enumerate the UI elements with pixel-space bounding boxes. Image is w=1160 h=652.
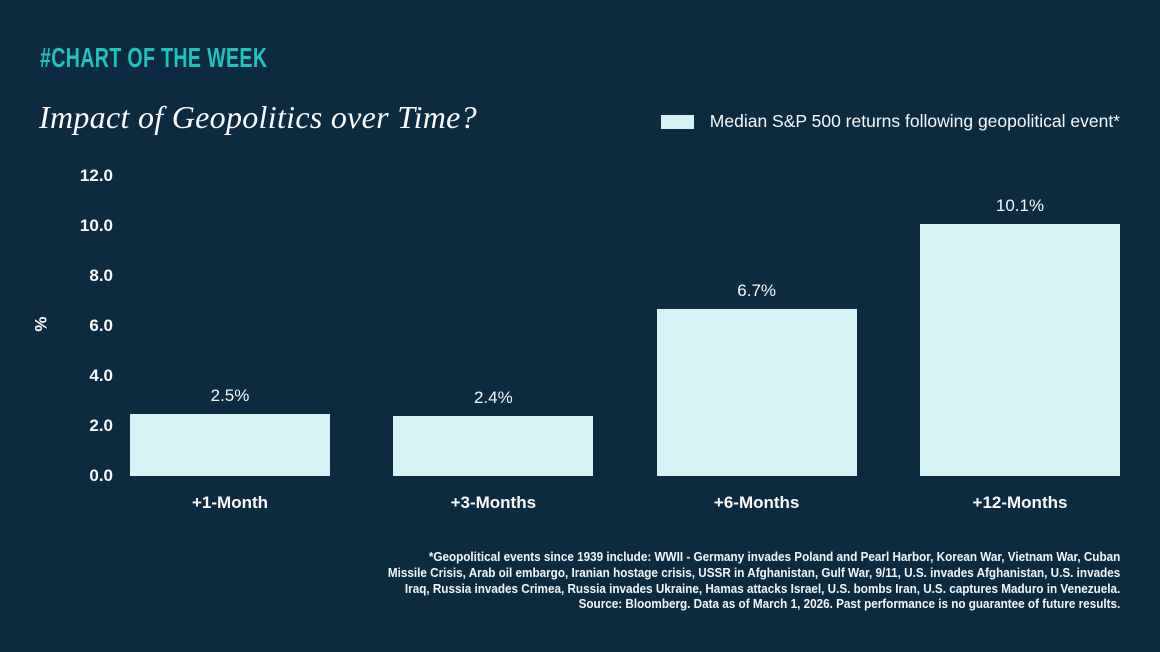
bar-category-label: +1-Month <box>191 493 269 512</box>
y-tick-label: 0.0 <box>89 466 113 485</box>
y-axis-ticks: 0.0 2.0 4.0 6.0 8.0 10.0 12.0 <box>0 166 113 485</box>
y-tick-label: 4.0 <box>89 366 113 385</box>
bar-group: 6.7% +6-Months <box>656 176 857 512</box>
bar-group: 2.4% +3-Months <box>393 176 594 512</box>
y-tick-label: 8.0 <box>89 266 113 285</box>
bar-category-label: +3-Months <box>450 493 537 512</box>
bar-group: 2.5% +1-Month <box>130 176 330 512</box>
bar <box>919 223 1120 476</box>
y-tick-label: 10.0 <box>79 216 113 235</box>
footnote-line: *Geopolitical events since 1939 include:… <box>428 549 1120 564</box>
bar-value-label: 10.1% <box>995 195 1045 215</box>
bar <box>393 416 594 476</box>
plot-area: 2.5% +1-Month 2.4% +3-Months 6.7% +6-Months 10… <box>130 176 1120 512</box>
bar-category-label: +12-Months <box>972 493 1068 512</box>
bar-value-label: 6.7% <box>737 280 777 300</box>
footnote-line: Iraq, Russia invades Crimea, Russia inva… <box>404 580 1120 596</box>
page-title: Impact of Geopolitics over Time? <box>39 99 477 135</box>
y-tick-label: 2.0 <box>89 416 113 435</box>
legend-swatch <box>660 114 694 129</box>
bar-group: 10.1% +12-Months <box>919 176 1120 512</box>
footnote: *Geopolitical events since 1939 include:… <box>388 549 1120 612</box>
footnote-line: Missile Crisis, Arab oil embargo, Irania… <box>387 564 1120 580</box>
footnote-line: Source: Bloomberg. Data as of March 1, 2… <box>578 596 1120 612</box>
bar-category-label: +6-Months <box>713 493 800 512</box>
bar <box>130 413 330 476</box>
bar <box>656 308 857 476</box>
bar-value-label: 2.5% <box>210 385 250 405</box>
legend-label: Median S&P 500 returns following geopoli… <box>709 111 1120 131</box>
y-tick-label: 6.0 <box>89 316 113 335</box>
legend: Median S&P 500 returns following geopoli… <box>660 111 1120 132</box>
bar-value-label: 2.4% <box>473 388 513 407</box>
kicker: #CHART OF THE WEEK <box>40 42 268 73</box>
y-tick-label: 12.0 <box>79 166 113 185</box>
